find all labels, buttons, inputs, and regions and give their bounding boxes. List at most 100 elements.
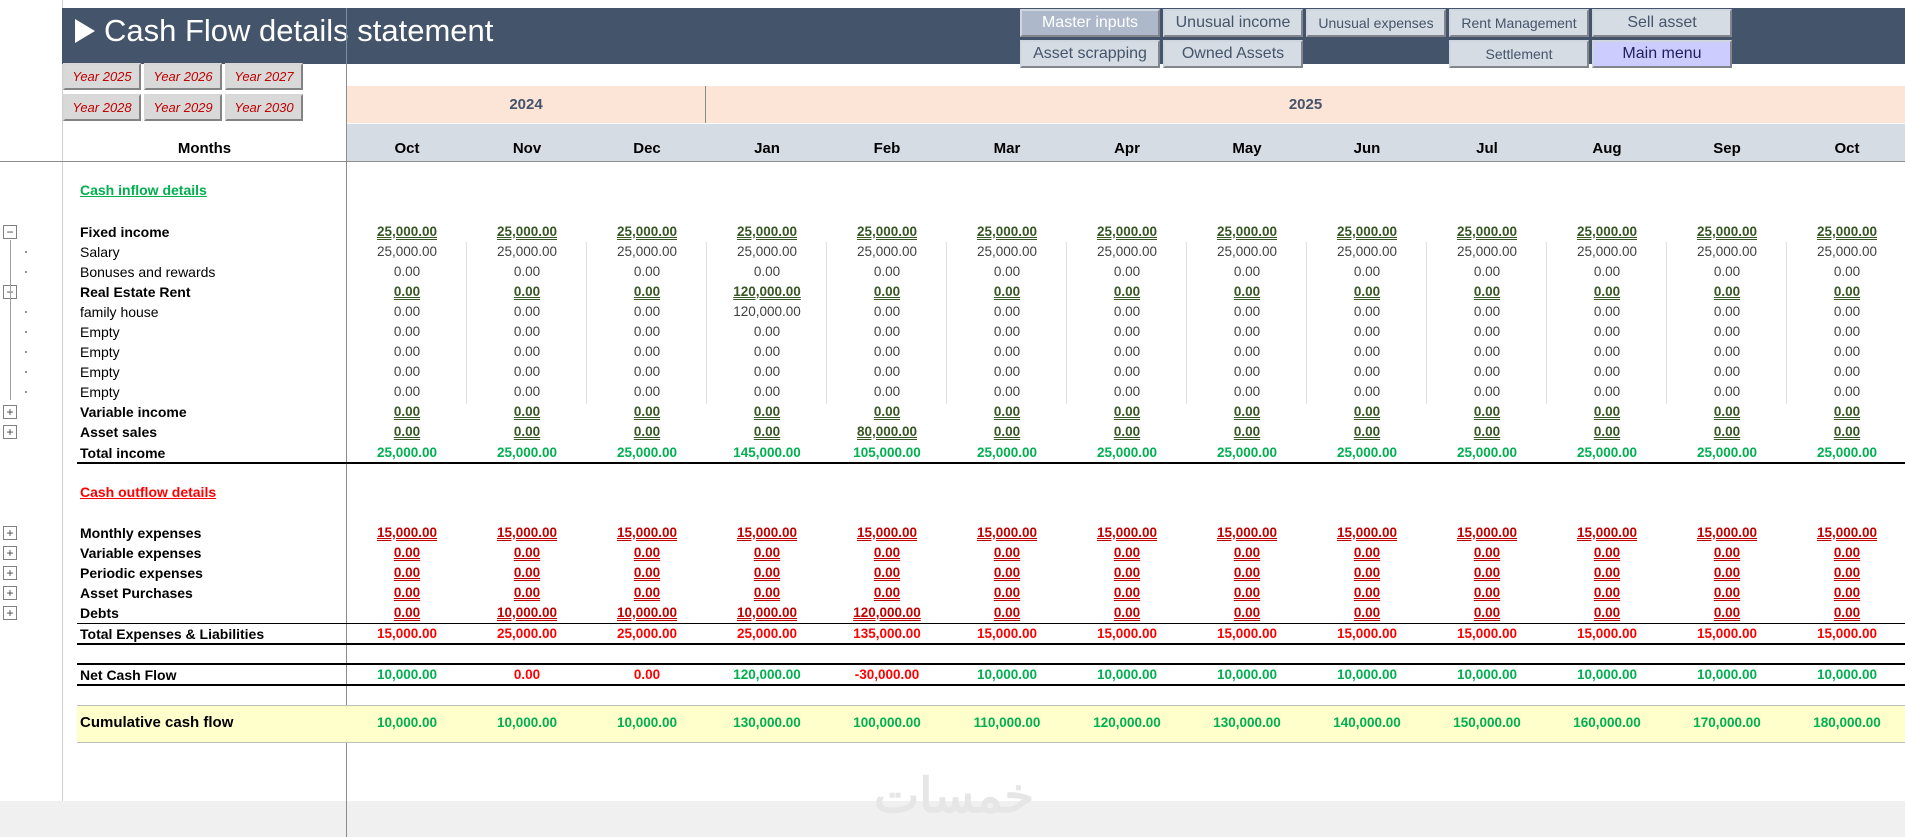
row-cell: 0.00 <box>513 344 541 359</box>
row-cell: 0.00 <box>1353 324 1381 339</box>
year-button-year-2026[interactable]: Year 2026 <box>144 63 222 90</box>
rent-management-button[interactable]: Rent Management <box>1449 9 1589 37</box>
row-cell: 0.00 <box>393 284 421 299</box>
row-cell: 0.00 <box>1353 585 1381 600</box>
watermark-logo: خمسات <box>873 770 1035 823</box>
year-button-year-2030[interactable]: Year 2030 <box>225 94 303 121</box>
row-cell: 0.00 <box>1233 284 1261 299</box>
settlement-button[interactable]: Settlement <box>1449 40 1589 68</box>
unusual-income-button[interactable]: Unusual income <box>1163 9 1303 37</box>
month-header: Apr <box>1114 140 1140 157</box>
month-header: Jul <box>1476 140 1498 157</box>
row-label-empty: Empty <box>80 324 120 340</box>
row-cell: 0.00 <box>1473 565 1501 580</box>
row-cell: 0.00 <box>993 264 1021 279</box>
row-cell: 0.00 <box>1593 384 1621 399</box>
total-expenses-top-rule <box>77 623 1905 624</box>
cumulative-band <box>77 705 1905 743</box>
year-button-year-2027[interactable]: Year 2027 <box>225 63 303 90</box>
row-cell: 0.00 <box>873 545 901 560</box>
main-menu-button[interactable]: Main menu <box>1592 40 1732 68</box>
outline-dot <box>25 371 27 373</box>
owned-assets-button[interactable]: Owned Assets <box>1163 40 1303 68</box>
row-cell: 0.00 <box>393 545 421 560</box>
row-cell: 25,000.00 <box>616 626 678 641</box>
row-cell: 0.00 <box>873 384 901 399</box>
row-cell: 0.00 <box>993 304 1021 319</box>
outline-dot <box>25 311 27 313</box>
row-cell: 0.00 <box>753 344 781 359</box>
year-button-year-2028[interactable]: Year 2028 <box>63 94 141 121</box>
cumulative-cell: 130,000.00 <box>1213 715 1281 730</box>
net-cash-flow-cell: 10,000.00 <box>976 667 1038 682</box>
row-cell: 15,000.00 <box>376 525 438 540</box>
row-label-asset-purchases: Asset Purchases <box>80 585 193 601</box>
row-cell: 0.00 <box>1473 364 1501 379</box>
row-cell: 0.00 <box>1833 565 1861 580</box>
outline-dot <box>25 271 27 273</box>
cash-inflow-title[interactable]: Cash inflow details <box>80 182 207 198</box>
play-arrow-icon <box>75 19 95 43</box>
row-label-fixed-income: Fixed income <box>80 224 170 240</box>
net-cash-flow-cell: 10,000.00 <box>1096 667 1158 682</box>
row-cell: 10,000.00 <box>496 605 558 620</box>
row-label-total-expenses-liabilities: Total Expenses & Liabilities <box>80 626 265 642</box>
row-cell: 0.00 <box>1833 364 1861 379</box>
row-cell: 0.00 <box>1233 384 1261 399</box>
row-cell: 0.00 <box>1233 264 1261 279</box>
month-header: Nov <box>512 140 542 157</box>
column-separator <box>586 242 587 404</box>
row-cell: 0.00 <box>633 404 661 419</box>
row-cell: 0.00 <box>1833 605 1861 620</box>
row-cell: 0.00 <box>393 605 421 620</box>
asset-scrapping-button[interactable]: Asset scrapping <box>1020 40 1160 68</box>
row-cell: 0.00 <box>753 384 781 399</box>
expand-icon[interactable]: + <box>3 566 17 580</box>
row-cell: 0.00 <box>513 264 541 279</box>
row-cell: 0.00 <box>633 565 661 580</box>
row-cell: 0.00 <box>1233 424 1261 439</box>
cash-outflow-title[interactable]: Cash outflow details <box>80 484 217 500</box>
sell-asset-button[interactable]: Sell asset <box>1592 9 1732 37</box>
year-label-2024: 2024 <box>509 96 543 113</box>
row-cell: 0.00 <box>1713 384 1741 399</box>
row-cell: 0.00 <box>753 264 781 279</box>
master-inputs-button[interactable]: Master inputs <box>1020 9 1160 37</box>
expand-icon[interactable]: + <box>3 405 17 419</box>
column-separator <box>1306 242 1307 404</box>
row-cell: 145,000.00 <box>733 445 801 460</box>
row-cell: 25,000.00 <box>1696 224 1758 239</box>
row-cell: 0.00 <box>993 384 1021 399</box>
row-cell: 25,000.00 <box>496 224 558 239</box>
row-cell: 25,000.00 <box>1816 445 1878 460</box>
row-cell: 0.00 <box>1353 264 1381 279</box>
collapse-icon[interactable]: − <box>3 225 17 239</box>
row-cell: 0.00 <box>1353 404 1381 419</box>
row-cell: 0.00 <box>513 324 541 339</box>
row-cell: 0.00 <box>1233 545 1261 560</box>
year-button-year-2025[interactable]: Year 2025 <box>63 63 141 90</box>
cumulative-cell: 120,000.00 <box>1093 715 1161 730</box>
row-label-empty: Empty <box>80 364 120 380</box>
row-cell: 0.00 <box>633 284 661 299</box>
expand-icon[interactable]: + <box>3 546 17 560</box>
row-cell: 0.00 <box>633 424 661 439</box>
expand-icon[interactable]: + <box>3 606 17 620</box>
expand-icon[interactable]: + <box>3 526 17 540</box>
row-cell: 0.00 <box>1473 545 1501 560</box>
row-cell: 0.00 <box>633 324 661 339</box>
row-cell: 25,000.00 <box>1456 445 1518 460</box>
sheet-bottom-band <box>0 801 1905 837</box>
expand-icon[interactable]: + <box>3 425 17 439</box>
expand-icon[interactable]: + <box>3 586 17 600</box>
cumulative-cell: 110,000.00 <box>973 715 1041 730</box>
year-button-year-2029[interactable]: Year 2029 <box>144 94 222 121</box>
outline-group-line <box>10 290 11 400</box>
unusual-expenses-button[interactable]: Unusual expenses <box>1306 9 1446 37</box>
row-cell: 0.00 <box>1473 284 1501 299</box>
row-cell: 0.00 <box>393 404 421 419</box>
row-cell: 0.00 <box>873 364 901 379</box>
row-cell: 25,000.00 <box>1696 445 1758 460</box>
row-label-variable-expenses: Variable expenses <box>80 545 202 561</box>
month-header: Jun <box>1353 140 1381 157</box>
